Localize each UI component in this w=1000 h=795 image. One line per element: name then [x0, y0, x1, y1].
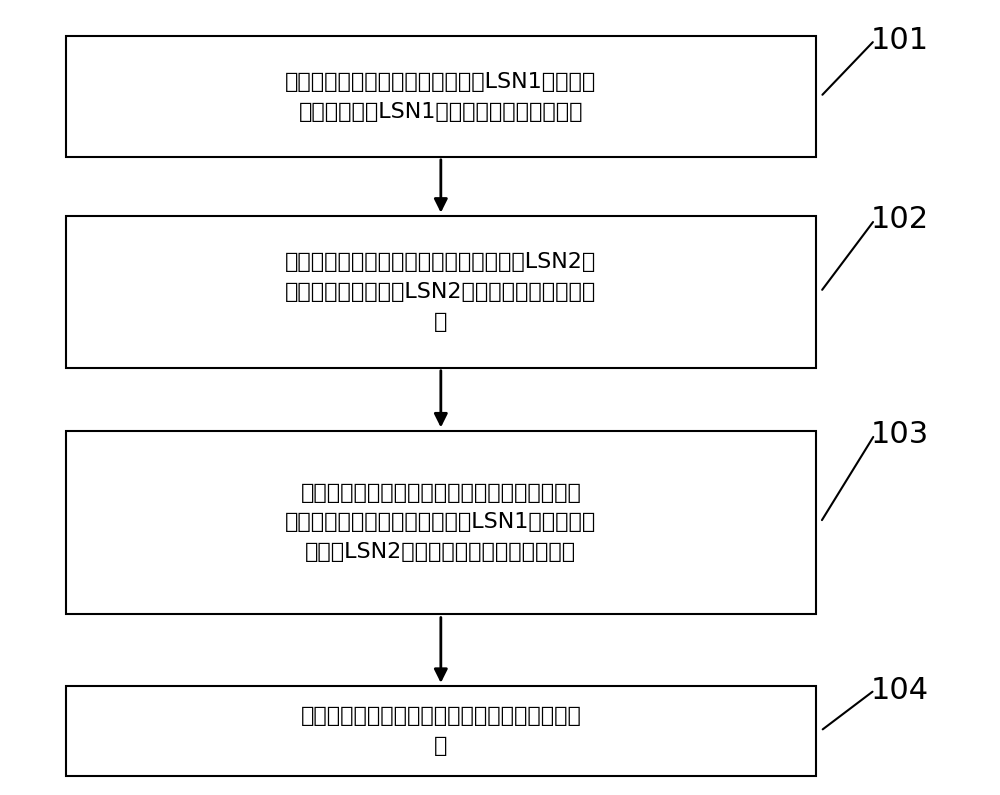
Bar	[66, 431, 816, 615]
Text: 101: 101	[870, 25, 928, 55]
Text: 104: 104	[870, 676, 928, 704]
Bar	[66, 37, 816, 157]
Text: 103: 103	[870, 420, 928, 449]
Text: 根据所述日志页数差值进行策略性日志读取和同
步: 根据所述日志页数差值进行策略性日志读取和同 步	[300, 706, 581, 756]
Bar	[66, 216, 816, 368]
Text: 102: 102	[870, 205, 928, 235]
Text: 获取源端数据库的当前最大的日志序列号LSN2，
通过所述日志序列号LSN2得到日志文件的写入位
置: 获取源端数据库的当前最大的日志序列号LSN2， 通过所述日志序列号LSN2得到日…	[285, 253, 596, 332]
Bar	[66, 686, 816, 776]
Text: 获取待读取日志记录的日志序列号LSN1，通过所
述日志序列号LSN1得到日志文件的读取位置: 获取待读取日志记录的日志序列号LSN1，通过所 述日志序列号LSN1得到日志文件…	[285, 72, 596, 122]
Text: 基于所述日志文件的读取位置和所述日志文件的
写入位置，得到所述日志序列号LSN1和所述日志
序列号LSN2在日志文件中的日志页数差值: 基于所述日志文件的读取位置和所述日志文件的 写入位置，得到所述日志序列号LSN1…	[285, 483, 596, 562]
